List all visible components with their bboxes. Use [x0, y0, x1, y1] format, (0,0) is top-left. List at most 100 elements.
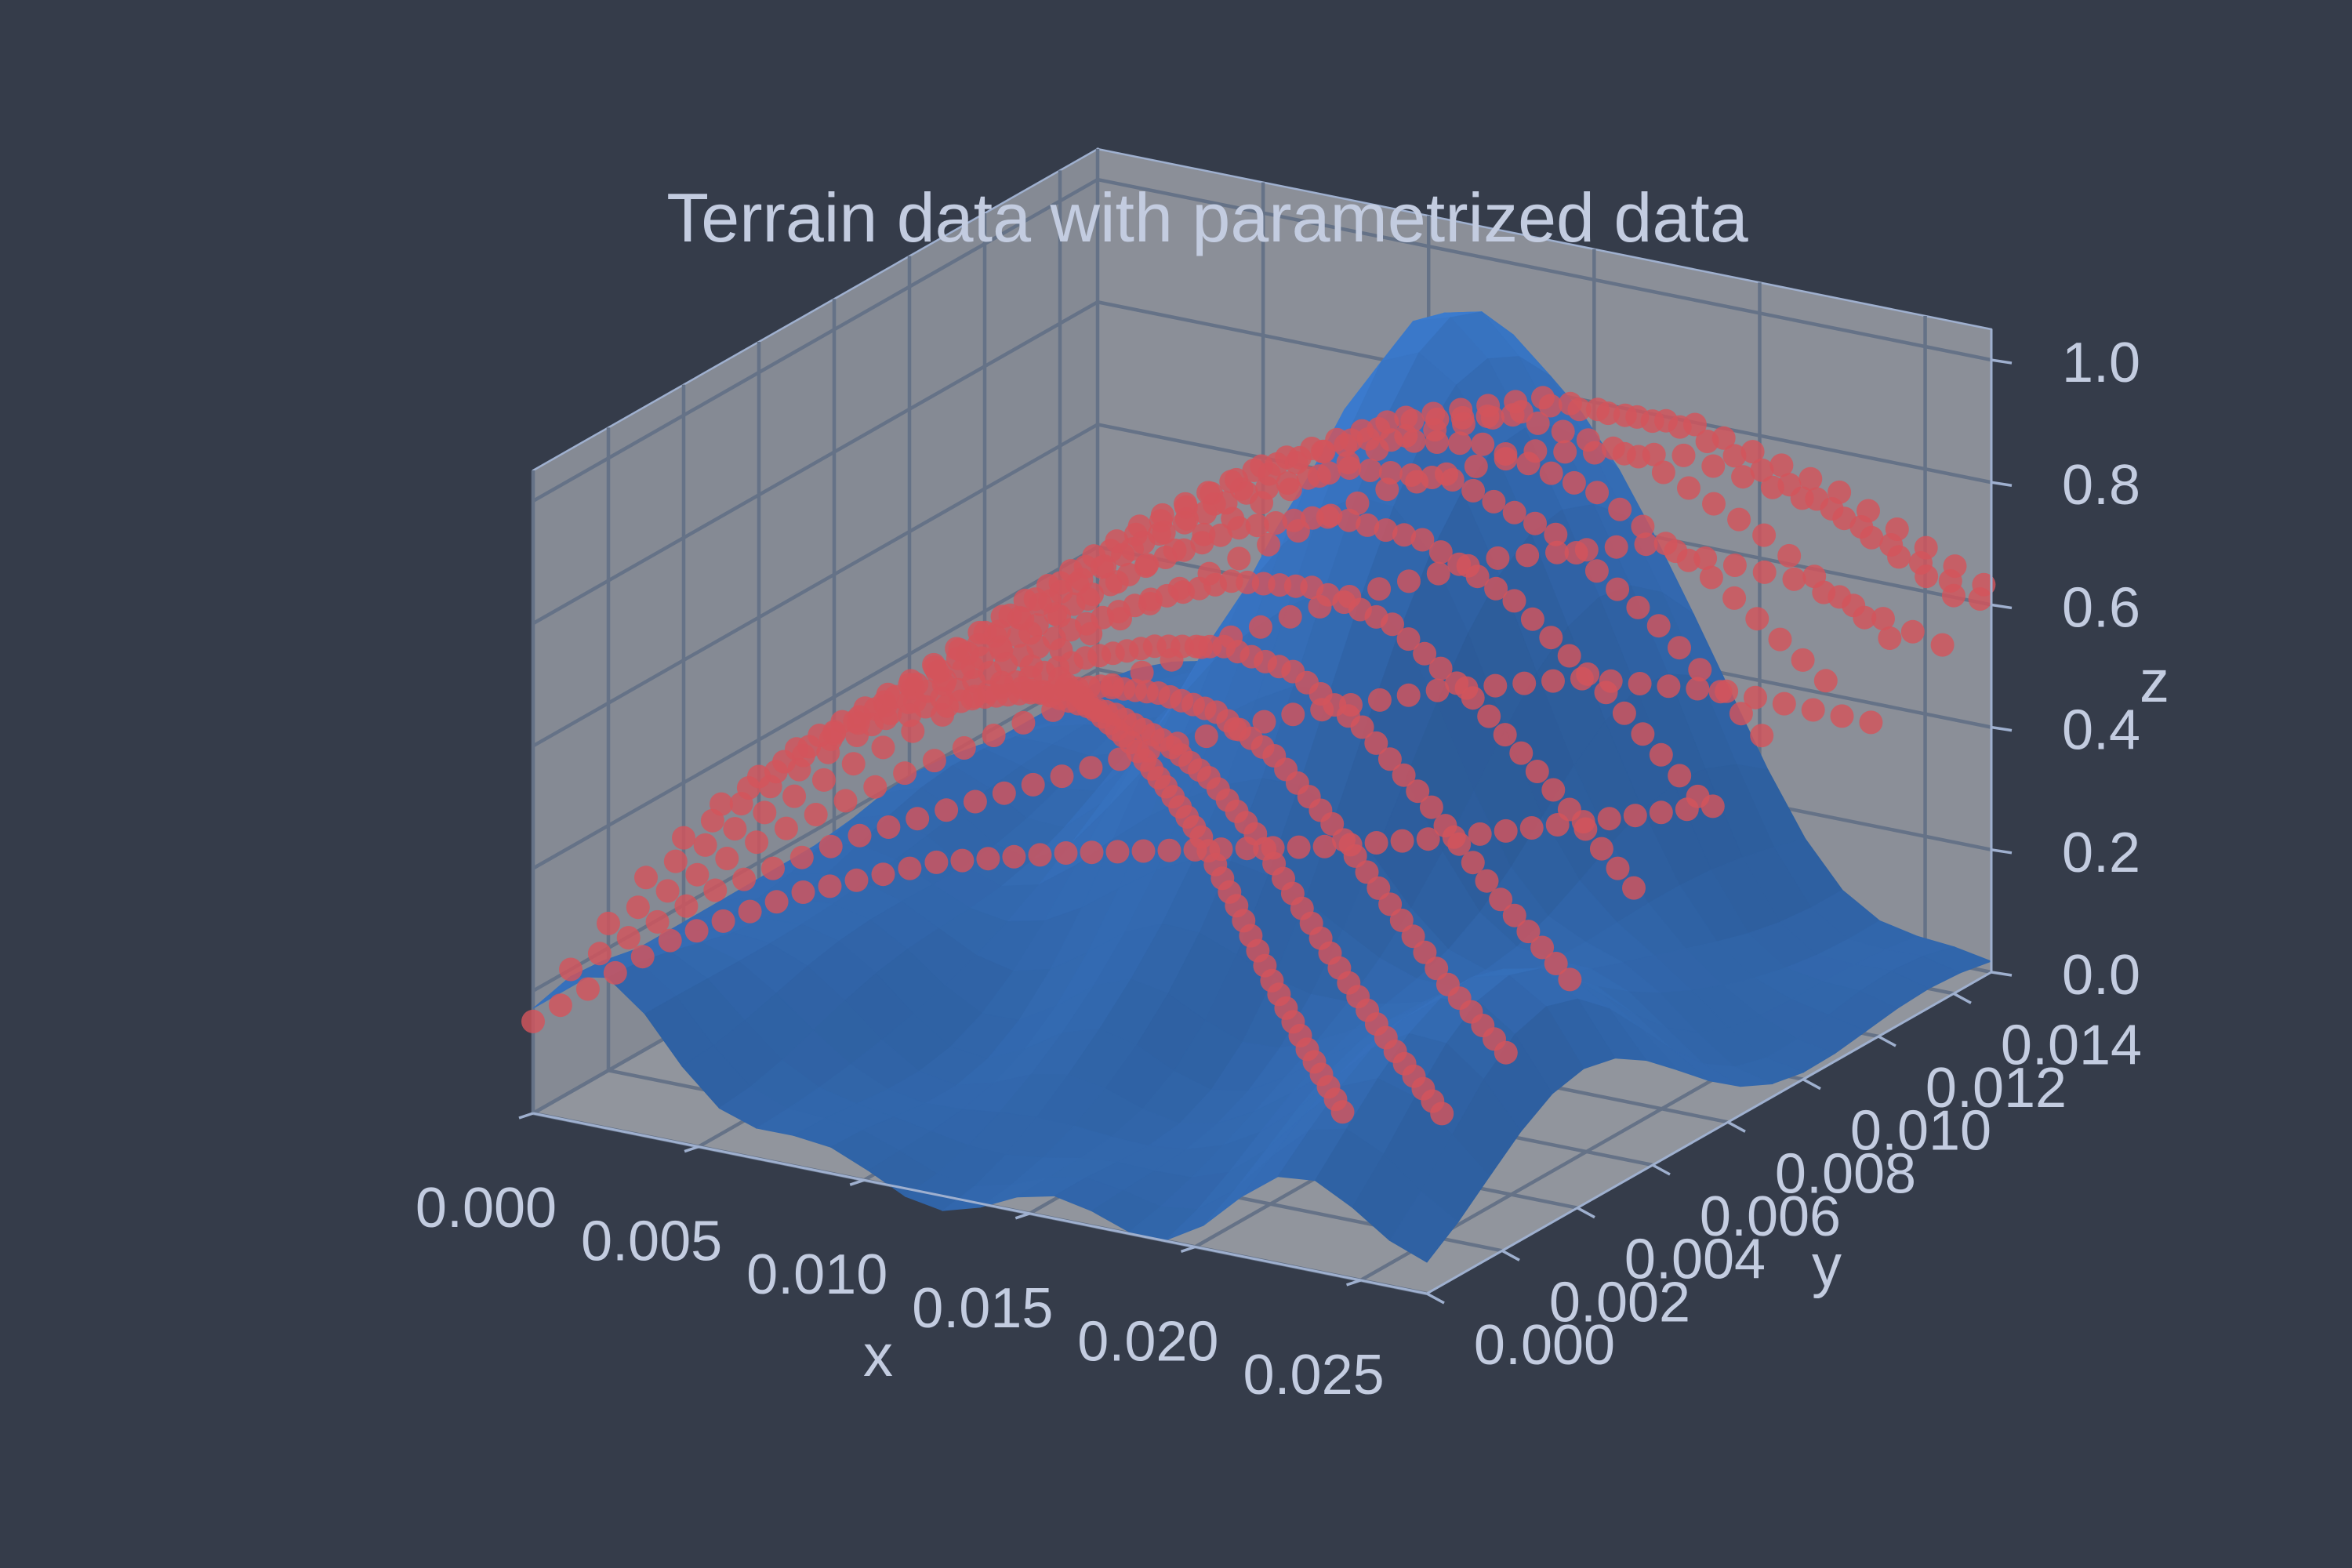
scatter-point — [1190, 531, 1214, 555]
scatter-point — [1379, 428, 1403, 452]
scatter-point — [1420, 466, 1444, 489]
scatter-point — [1135, 553, 1160, 577]
scatter-point — [1768, 627, 1792, 652]
chart-title: Terrain data with parametrized data — [666, 179, 1748, 256]
scatter-point — [1464, 454, 1488, 478]
scatter-point — [1131, 839, 1156, 863]
scatter-point — [1657, 674, 1681, 699]
z-tick-mark — [1991, 358, 2013, 365]
scatter-point — [1062, 592, 1086, 616]
y-tick-label: 0.006 — [1700, 1185, 1841, 1248]
scatter-point — [723, 817, 747, 841]
grid-line-side-z — [532, 300, 1099, 626]
x-tick-label: 0.000 — [416, 1177, 557, 1240]
scatter-point — [1234, 481, 1258, 505]
scatter-point — [1551, 419, 1575, 444]
scatter-point — [1425, 407, 1450, 431]
scatter-point — [1668, 764, 1692, 788]
scatter-point — [1375, 410, 1399, 434]
scatter-point — [1777, 473, 1802, 497]
scatter-point — [1520, 607, 1544, 631]
scatter-point — [1257, 532, 1281, 557]
scatter-point — [1782, 567, 1806, 591]
scatter-point — [658, 928, 682, 953]
scatter-point — [1489, 887, 1513, 912]
z-tick-mark — [1991, 848, 2013, 855]
scatter-point — [548, 993, 572, 1018]
scatter-point — [1688, 658, 1712, 682]
scatter-point — [1475, 405, 1500, 428]
scatter-point — [1564, 541, 1588, 564]
scatter-point — [1805, 487, 1829, 511]
scatter-point — [1859, 710, 1883, 735]
scatter-point — [1900, 619, 1925, 644]
y-tick-label: 0.012 — [1926, 1057, 2067, 1120]
scatter-point — [1312, 834, 1337, 858]
scatter-point — [1651, 460, 1675, 485]
y-tick-label: 0.002 — [1549, 1271, 1690, 1334]
scatter-point — [1356, 513, 1380, 537]
scatter-point — [1338, 456, 1362, 480]
scatter-point — [1942, 583, 1965, 608]
scatter-point — [1731, 465, 1755, 489]
scatter-point — [952, 736, 976, 760]
scatter-point — [1930, 633, 1955, 657]
scatter-point — [626, 895, 650, 920]
y-tick-label: 0.000 — [1474, 1314, 1615, 1377]
scatter-point — [844, 868, 869, 892]
scatter-point — [738, 899, 762, 924]
scatter-point — [1317, 461, 1341, 485]
scatter-point — [630, 945, 655, 969]
scatter-point — [1054, 841, 1078, 865]
scatter-point — [1668, 636, 1691, 660]
y-tick-label: 0.014 — [2001, 1014, 2142, 1076]
scatter-point — [1252, 710, 1276, 734]
scatter-point — [747, 764, 771, 789]
scatter-point — [1606, 577, 1630, 601]
scatter-point — [1798, 466, 1823, 491]
scatter-point — [1502, 589, 1526, 613]
scatter-point — [1287, 835, 1311, 859]
scatter-point — [1334, 433, 1358, 457]
scatter-point — [1699, 565, 1723, 590]
scatter-point — [1399, 463, 1424, 487]
scatter-point — [811, 768, 836, 792]
scatter-point — [1475, 869, 1499, 893]
scatter-point — [1402, 429, 1426, 453]
scatter-point — [1105, 840, 1130, 864]
scatter-point — [935, 798, 959, 822]
y-tick-mark — [1577, 1207, 1595, 1219]
scatter-point — [1397, 569, 1421, 593]
scatter-point — [1740, 440, 1765, 464]
scatter-point — [1631, 514, 1655, 539]
scatter-point — [1525, 760, 1549, 783]
scatter-point — [753, 800, 777, 825]
grid-line-side-z — [532, 178, 1099, 503]
scatter-point — [1311, 439, 1334, 463]
scatter-point — [1828, 480, 1852, 504]
y-tick-label: 0.008 — [1775, 1142, 1916, 1205]
scatter-point — [1729, 702, 1753, 726]
scatter-point — [1433, 814, 1457, 838]
scatter-point — [1516, 452, 1541, 476]
scatter-point — [1544, 522, 1568, 546]
scatter-point — [1553, 440, 1577, 464]
scatter-point — [1392, 523, 1416, 547]
scatter-point — [1287, 445, 1312, 470]
scatter-point — [1356, 426, 1381, 451]
scatter-point — [693, 833, 717, 857]
scatter-point — [1584, 559, 1609, 583]
scatter-point — [1752, 560, 1777, 584]
x-tick-label: 0.005 — [581, 1210, 722, 1273]
y-tick-label: 0.004 — [1624, 1229, 1766, 1291]
scatter-point — [1649, 742, 1673, 767]
scatter-point — [1374, 518, 1398, 543]
scatter-point — [782, 784, 807, 808]
scatter-point — [1585, 397, 1610, 422]
scatter-point — [1813, 669, 1838, 693]
scatter-point — [1021, 772, 1045, 797]
scatter-point — [1631, 722, 1655, 746]
scatter-point — [1653, 532, 1678, 556]
z-tick-label: 0.2 — [2062, 822, 2140, 884]
